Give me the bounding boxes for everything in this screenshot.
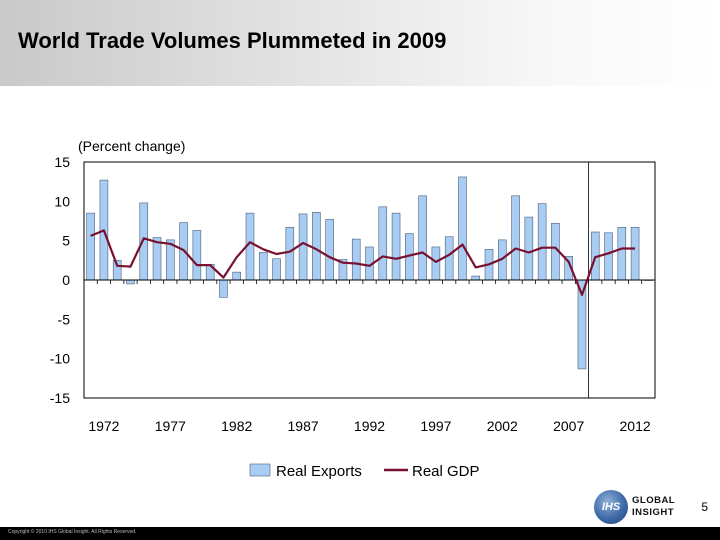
real-exports-bar	[192, 230, 202, 281]
y-tick-label: 5	[62, 233, 70, 249]
real-exports-bar	[418, 195, 427, 281]
real-exports-bar	[378, 206, 388, 281]
real-exports-bar	[312, 212, 321, 281]
real-exports-bar	[391, 212, 401, 281]
slide-title: World Trade Volumes Plummeted in 2009	[18, 28, 447, 53]
x-tick-label: 1987	[288, 418, 319, 434]
y-tick-label: 0	[62, 272, 70, 288]
legend-label-real-gdp: Real GDP	[412, 463, 480, 480]
real-exports-bar	[152, 237, 162, 281]
real-exports-bar	[126, 279, 135, 285]
real-exports-bar	[511, 195, 520, 281]
real-exports-bar	[285, 226, 295, 281]
y-tick-label: -15	[50, 390, 70, 406]
real-gdp-line	[90, 229, 636, 296]
x-tick-label: 1982	[221, 418, 252, 434]
real-exports-bar	[272, 258, 281, 281]
real-exports-bar	[232, 271, 241, 281]
real-exports-bar	[219, 279, 228, 298]
real-exports-bar	[258, 252, 268, 281]
x-tick-label: 1997	[420, 418, 451, 434]
logo-line-1: GLOBAL	[632, 495, 676, 506]
real-exports-bar	[325, 219, 334, 281]
ihs-seal-icon: IHS	[594, 490, 628, 524]
real-exports-bar	[617, 226, 627, 281]
title-band	[0, 0, 720, 86]
x-tick-label: 2012	[620, 418, 651, 434]
footer-bar: Copyright © 2010 IHS Global Insight. All…	[0, 527, 720, 540]
page-number: 5	[701, 500, 708, 514]
x-tick-label: 2007	[553, 418, 584, 434]
y-tick-label: 10	[54, 193, 70, 209]
real-exports-bar	[86, 212, 95, 281]
x-tick-label: 1977	[155, 418, 186, 434]
real-exports-bar	[471, 275, 481, 281]
real-exports-bar	[351, 238, 361, 281]
real-exports-bar	[444, 236, 454, 281]
chart-subtitle: (Percent change)	[78, 138, 185, 154]
ihs-global-insight-logo: IHS GLOBAL INSIGHT	[594, 490, 688, 526]
y-tick-label: -10	[50, 351, 70, 367]
x-tick-label: 2002	[487, 418, 518, 434]
copyright-text: Copyright © 2010 IHS Global Insight. All…	[8, 529, 137, 535]
y-tick-label: -5	[58, 311, 71, 327]
logo-line-2: INSIGHT	[632, 507, 675, 518]
y-tick-label: 15	[54, 154, 70, 170]
x-tick-label: 1992	[354, 418, 385, 434]
real-exports-bar	[630, 226, 640, 281]
logo-wordmark: GLOBAL INSIGHT	[632, 495, 692, 519]
real-exports-bar	[431, 246, 441, 281]
real-exports-bar	[537, 203, 547, 281]
real-exports-bar	[524, 216, 534, 281]
real-exports-bar	[458, 176, 467, 281]
real-exports-bar	[298, 213, 308, 281]
x-tick-label: 1972	[88, 418, 119, 434]
legend-swatch-real-exports	[249, 463, 271, 477]
real-exports-bar	[604, 232, 613, 281]
real-exports-bar	[139, 202, 149, 281]
legend-label-real-exports: Real Exports	[276, 463, 362, 480]
